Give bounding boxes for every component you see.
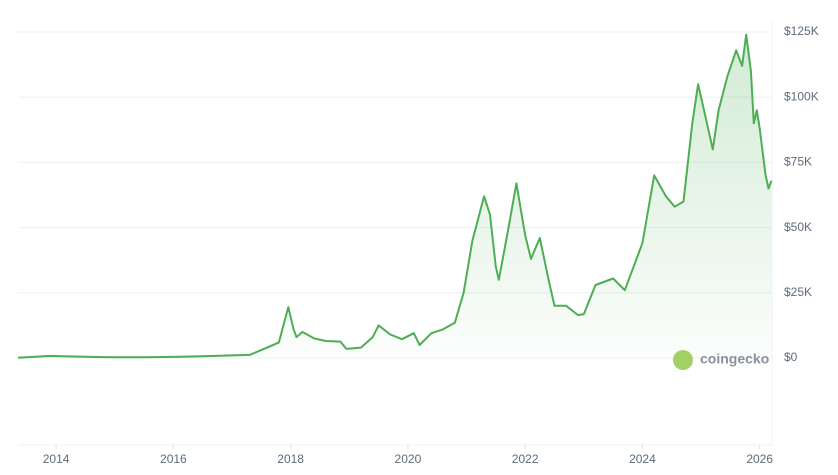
y-tick-label: $50K <box>784 220 812 234</box>
y-tick-label: $125K <box>784 24 819 38</box>
x-tick-label: 2022 <box>512 452 539 466</box>
area <box>18 34 772 358</box>
x-tick-label: 2020 <box>395 452 422 466</box>
logo-icon <box>673 350 693 370</box>
x-tick-label: 2016 <box>160 452 187 466</box>
watermark: coingecko <box>700 351 769 367</box>
x-tick-label: 2024 <box>629 452 656 466</box>
x-tick-label: 2014 <box>43 452 70 466</box>
y-tick-label: $75K <box>784 155 812 169</box>
y-tick-label: $0 <box>784 350 798 364</box>
x-tick-label: 2018 <box>277 452 304 466</box>
x-tick-label: 2026 <box>746 452 773 466</box>
y-tick-label: $25K <box>784 285 812 299</box>
y-tick-label: $100K <box>784 89 819 103</box>
price-line <box>17 33 773 359</box>
